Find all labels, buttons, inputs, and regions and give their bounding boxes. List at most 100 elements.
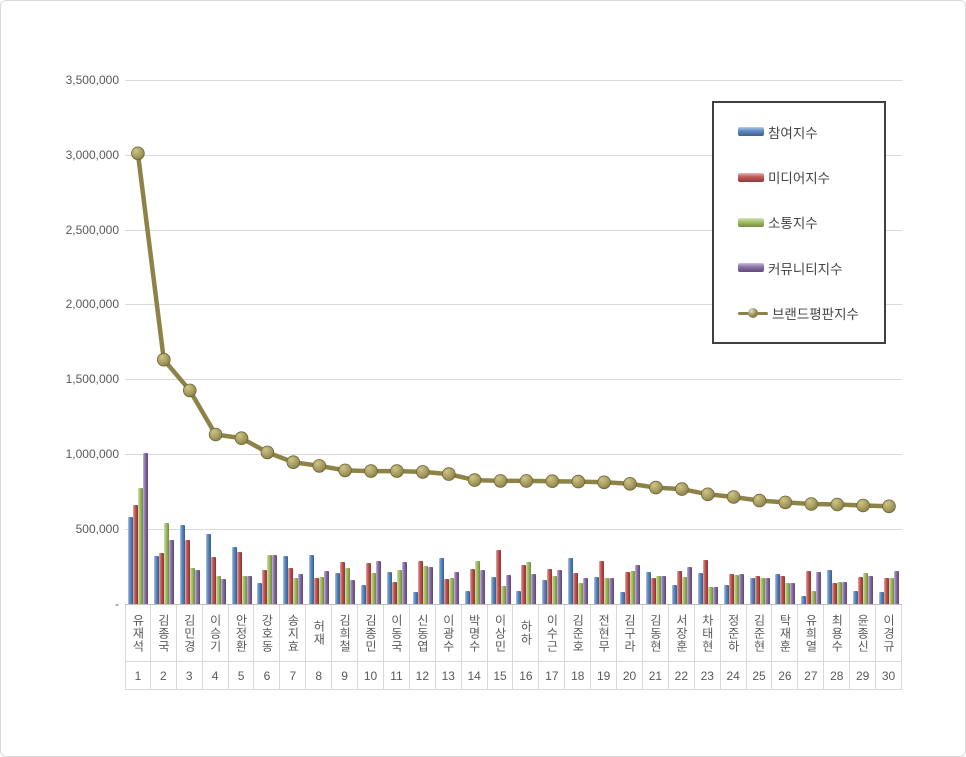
bar-참여지수 [283,555,289,604]
legend-item: 브랜드평판지수 [738,303,884,323]
line-marker [545,474,560,489]
bar-미디어지수 [443,579,449,604]
category-name-text: 탁재훈 [777,613,792,653]
category-name-label: 김구라 [617,605,643,662]
bar-소통지수 [759,578,765,604]
category-name-text: 유희열 [803,613,818,653]
category-name-label: 송지효 [280,605,307,662]
legend-label: 참여지수 [768,125,818,141]
bar-커뮤니티지수 [686,566,692,604]
y-axis-tick-label: 3,000,000 [65,147,119,162]
bar-커뮤니티지수 [790,583,796,604]
bar-cluster [749,576,770,604]
bar-소통지수 [707,587,713,604]
line-marker [830,497,845,512]
bar-미디어지수 [547,569,553,604]
legend-item: 소통지수 [738,212,884,232]
bar-참여지수 [879,592,885,604]
bar-참여지수 [801,595,807,604]
category-name-text: 이승기 [208,613,223,653]
category-name-text: 유재석 [130,613,145,653]
category-name-text: 하하 [518,620,533,646]
bar-커뮤니티지수 [142,452,148,604]
category-name-label: 하하 [513,605,540,662]
category-name-label: 김민경 [176,605,203,662]
bar-cluster [283,555,304,604]
bar-참여지수 [257,583,263,604]
category-name-text: 김준현 [752,613,767,653]
category-name-label: 탁재훈 [772,605,799,662]
bar-참여지수 [827,569,833,604]
gridline [125,379,902,381]
bar-참여지수 [127,516,133,604]
bar-cluster [438,558,459,604]
legend-swatch-icon [738,263,764,273]
category-name-text: 허재 [311,620,326,646]
bar-참여지수 [645,571,651,604]
category-name-text: 김종민 [363,613,378,653]
bar-cluster [464,561,485,604]
bar-미디어지수 [832,583,838,604]
bar-커뮤니티지수 [272,554,278,604]
category-rank-label: 3 [176,662,203,690]
category-name-label: 이상민 [487,605,514,662]
bar-소통지수 [319,576,325,604]
bar-커뮤니티지수 [401,562,407,604]
bar-cluster [645,571,666,604]
category-name-label: 이승기 [202,605,229,662]
category-rank-label: 9 [332,662,359,690]
bar-커뮤니티지수 [168,539,174,604]
bar-cluster [257,554,278,604]
gridline [125,453,902,455]
bar-cluster [827,569,848,604]
bar-소통지수 [578,583,584,604]
bar-소통지수 [863,573,869,604]
category-name-text: 윤종신 [855,613,870,653]
bar-참여지수 [516,590,522,604]
bar-cluster [775,574,796,604]
bar-cluster [335,562,356,604]
bar-cluster [179,525,200,604]
bar-미디어지수 [521,565,527,604]
line-marker [183,383,197,398]
bar-소통지수 [241,576,247,604]
line-marker [726,490,741,504]
line-marker [519,474,534,488]
bar-미디어지수 [262,569,268,604]
bar-cluster [620,565,641,604]
bar-커뮤니티지수 [246,575,252,604]
category-name-label: 안정환 [228,605,255,662]
category-name-label: 김동현 [642,605,669,662]
bar-소통지수 [733,574,739,604]
bar-커뮤니티지수 [894,571,900,604]
bar-소통지수 [371,573,377,604]
bar-소통지수 [189,568,195,604]
category-rank-label: 1 [125,662,151,690]
category-name-label: 유재석 [125,605,151,662]
category-rank-label: 26 [772,662,799,690]
category-rank-label: 8 [306,662,333,690]
category-name-text: 안정환 [234,613,249,653]
category-rank-label: 25 [746,662,773,690]
bar-소통지수 [500,586,506,604]
category-name-label: 김희철 [332,605,359,662]
bar-참여지수 [335,573,341,604]
bar-참여지수 [153,555,159,604]
bar-커뮤니티지수 [764,578,770,604]
legend: 참여지수 미디어지수 소통지수 커뮤니티지수 브랜드평판지수 [712,101,886,344]
bar-참여지수 [412,592,418,604]
bar-cluster [127,452,148,604]
bar-cluster [516,562,537,604]
line-marker [364,464,378,478]
bar-소통지수 [811,591,817,604]
bars-layer [125,80,902,604]
category-rank-label: 6 [254,662,281,690]
category-name-label: 허재 [306,605,333,662]
bar-cluster [671,566,692,604]
bar-cluster [309,555,330,604]
category-name-label: 김종민 [358,605,384,662]
category-name-label: 윤종신 [850,605,877,662]
category-name-label: 강호동 [254,605,281,662]
line-marker [286,455,301,470]
